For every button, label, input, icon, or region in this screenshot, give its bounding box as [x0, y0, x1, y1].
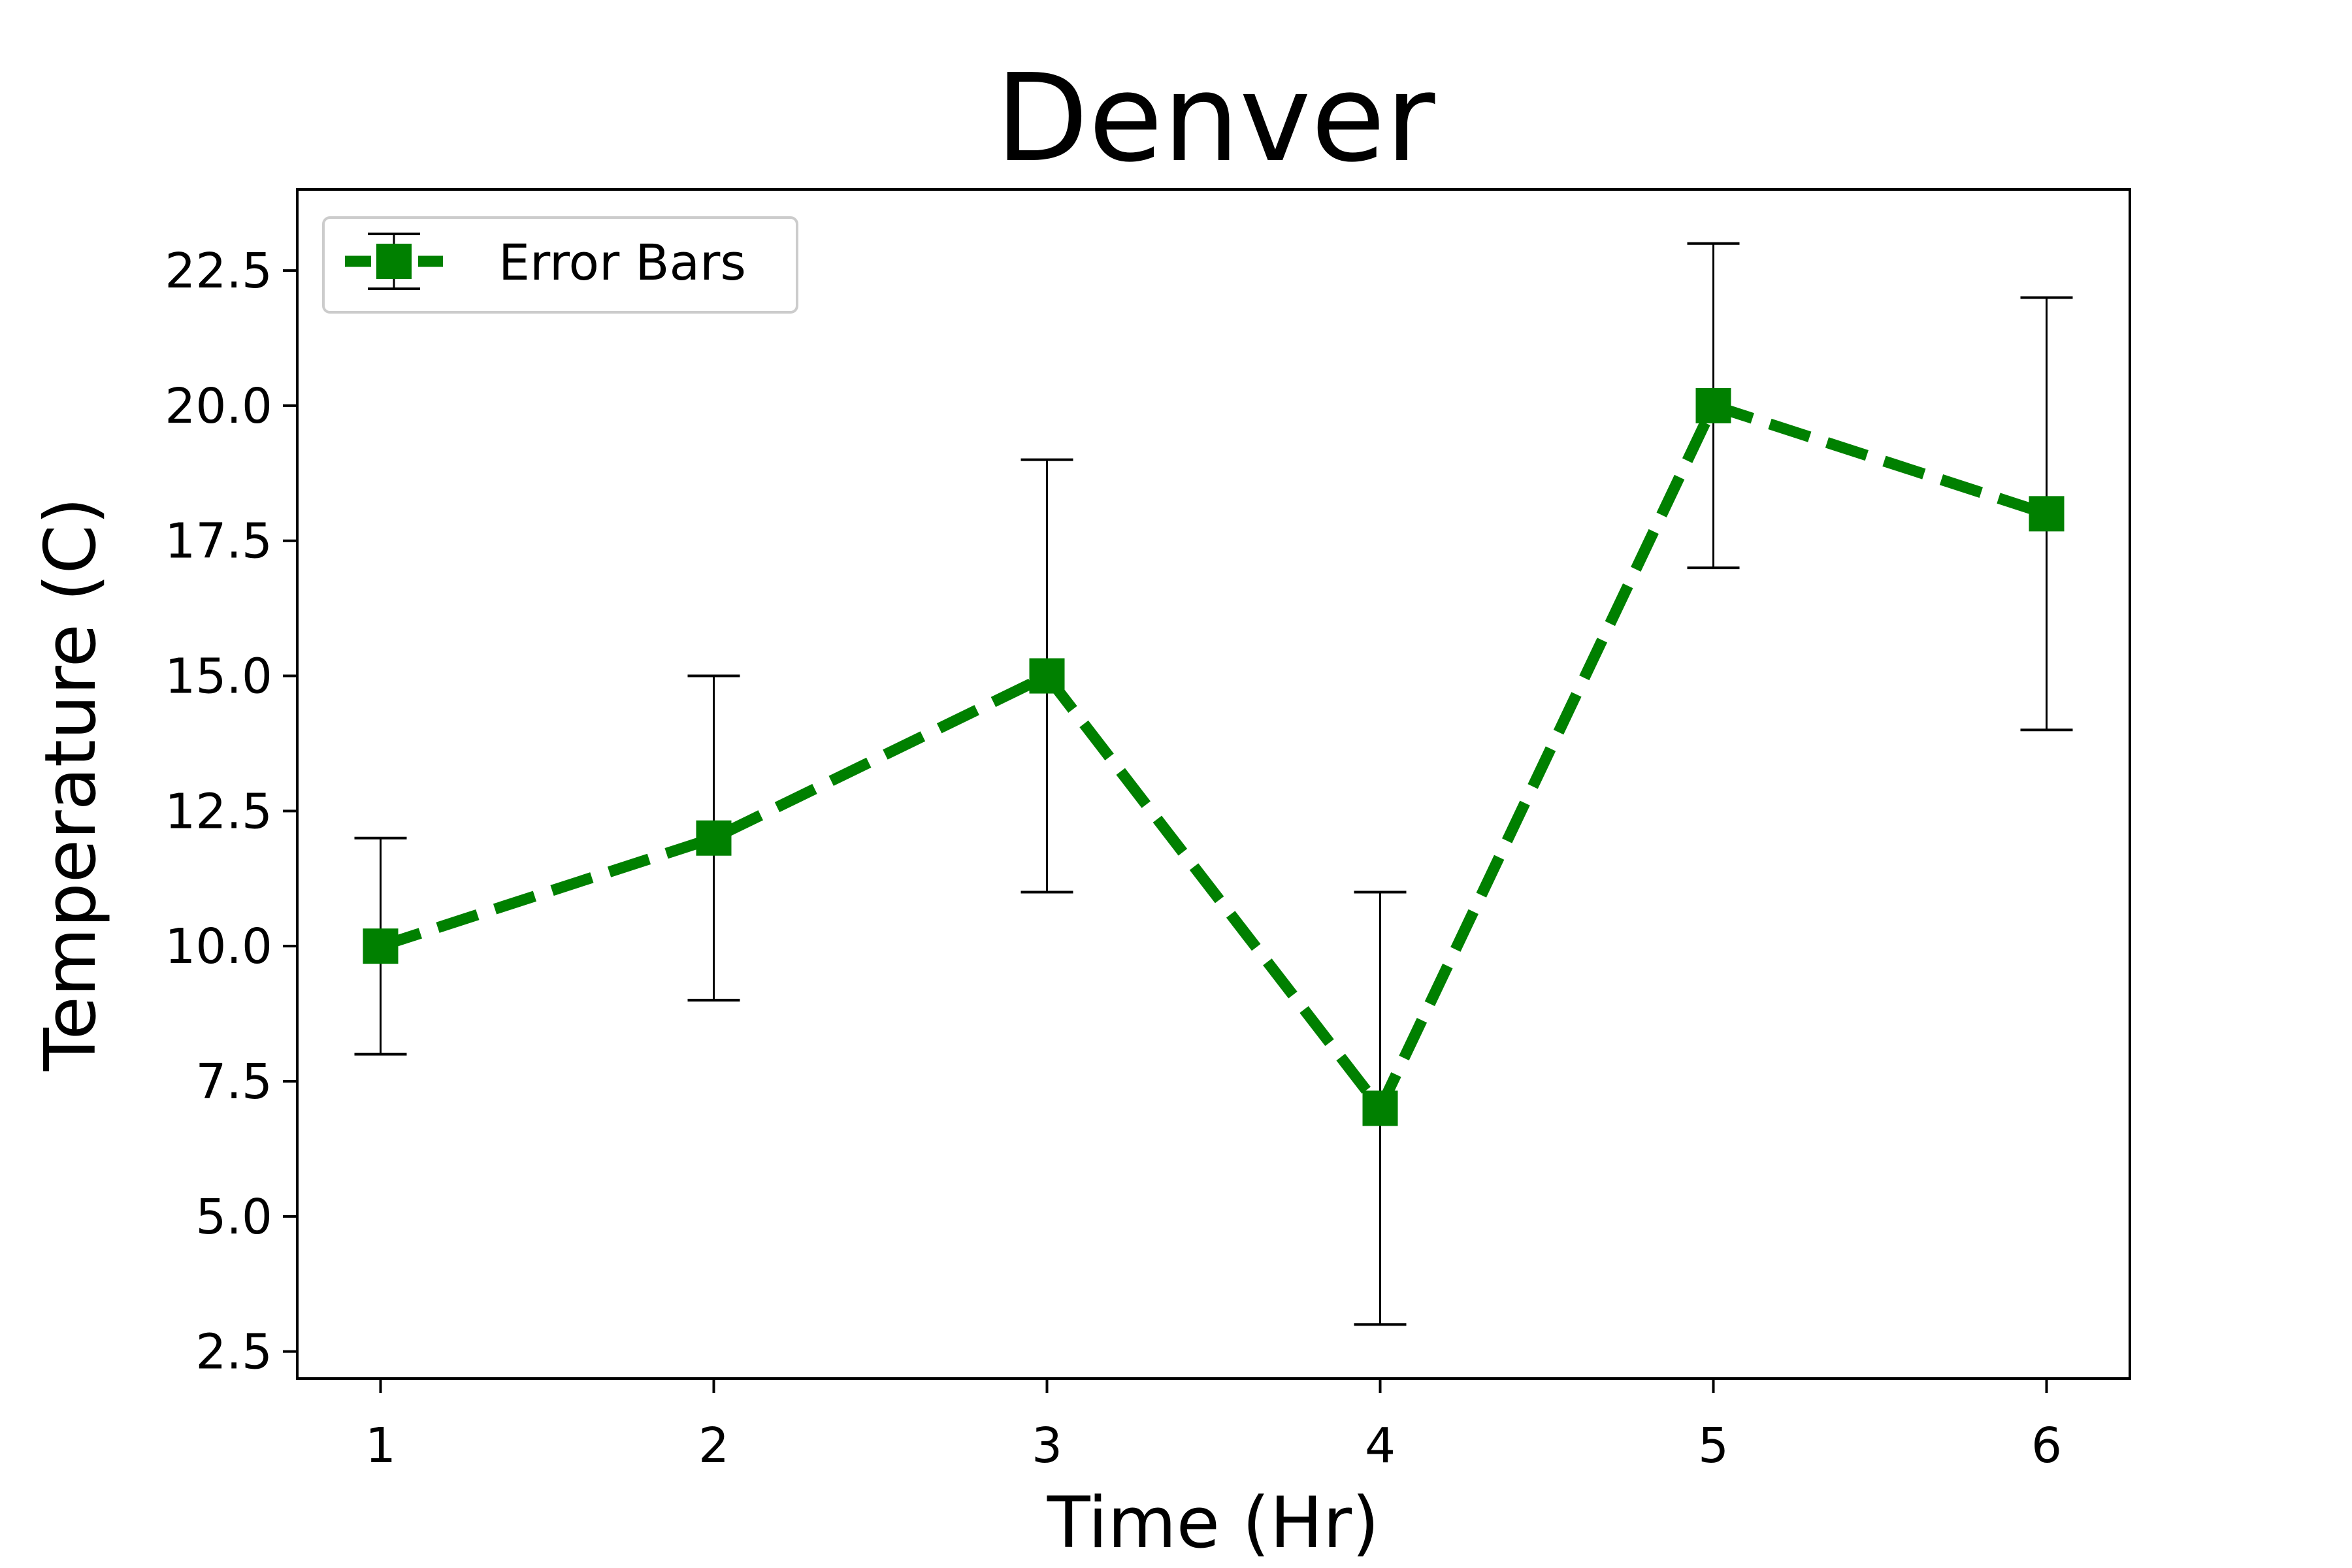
x-tick-label: 2	[698, 1418, 729, 1474]
x-tick-label: 6	[2031, 1418, 2062, 1474]
legend-marker-icon	[376, 244, 412, 279]
legend-swatch	[345, 233, 443, 290]
x-tick-label: 4	[1365, 1418, 1396, 1474]
x-tick-label: 3	[1032, 1418, 1062, 1474]
y-tick-label: 10.0	[165, 919, 272, 975]
series-line	[378, 399, 2049, 1119]
x-axis-ticks: 1 2 3 4 5 6	[365, 1379, 2062, 1474]
legend-box	[322, 216, 798, 314]
y-tick-label: 7.5	[195, 1054, 272, 1110]
error-bars	[354, 242, 2073, 1326]
series-line-layer	[378, 399, 2049, 1119]
data-point-4	[1362, 1090, 1398, 1126]
chart-title: Denver	[996, 48, 1436, 189]
y-axis-ticks: 2.5 5.0 7.5 10.0 12.5 15.0 17.5 20.0 22.5	[165, 243, 297, 1380]
y-tick-label: 12.5	[165, 783, 272, 840]
y-tick-label: 17.5	[165, 514, 272, 570]
data-point-5	[1695, 387, 1731, 423]
legend-label: Error Bars	[498, 233, 746, 291]
x-tick-label: 1	[365, 1418, 396, 1474]
data-point-1	[363, 928, 399, 964]
data-point-3	[1029, 658, 1065, 694]
data-point-6	[2029, 496, 2065, 532]
y-tick-label: 2.5	[195, 1324, 272, 1380]
y-tick-label: 22.5	[165, 243, 272, 299]
data-point-2	[696, 820, 732, 856]
y-tick-label: 15.0	[165, 649, 272, 705]
y-tick-label: 20.0	[165, 378, 272, 434]
y-tick-label: 5.0	[195, 1189, 272, 1245]
x-tick-label: 5	[1698, 1418, 1729, 1474]
y-axis-label: Temperature (C)	[30, 497, 112, 1071]
plot-area-frame	[296, 188, 2131, 1380]
x-axis-label: Time (Hr)	[1047, 1482, 1380, 1564]
series-markers	[363, 387, 2065, 1126]
legend: Error Bars	[322, 216, 798, 314]
